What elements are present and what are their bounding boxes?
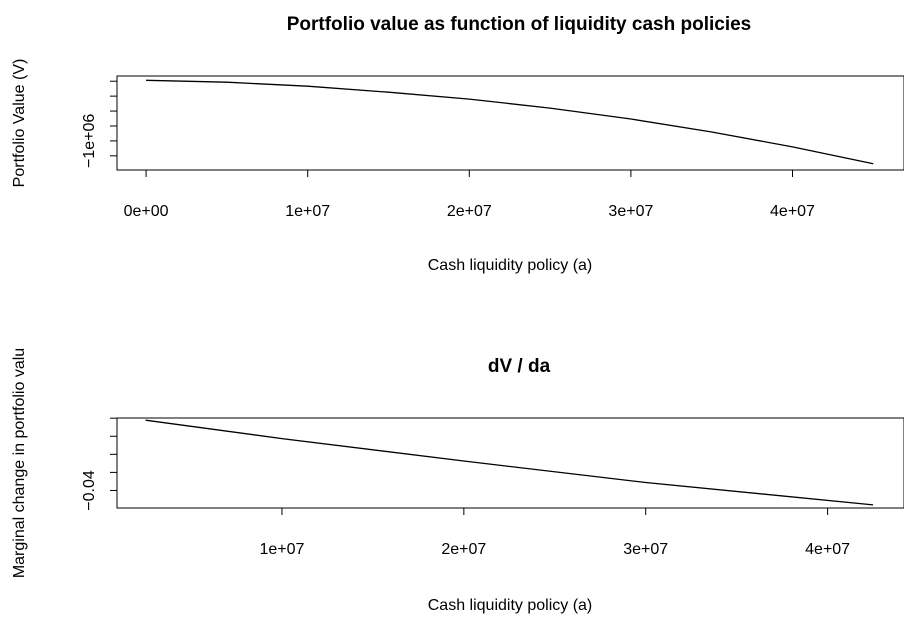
- chart-title: Portfolio value as function of liquidity…: [287, 14, 752, 35]
- plot-box: [116, 417, 904, 509]
- chart-title: dV / da: [488, 356, 551, 377]
- line-series: [145, 419, 874, 506]
- y-axis-label: Portfolio Value (V): [11, 59, 28, 188]
- x-tick-label: 1e+07: [285, 203, 330, 220]
- x-tick-label: 2e+07: [441, 541, 486, 558]
- y-tick-label: −0.04: [81, 470, 98, 511]
- x-tick-label: 4e+07: [770, 203, 815, 220]
- x-axis-label: Cash liquidity policy (a): [428, 257, 593, 274]
- x-tick-label: 3e+07: [608, 203, 653, 220]
- line-series: [146, 79, 874, 165]
- x-tick-label: 2e+07: [447, 203, 492, 220]
- x-tick-label: 4e+07: [805, 541, 850, 558]
- y-tick-label: −1e+06: [81, 114, 98, 168]
- x-tick-label: 3e+07: [623, 541, 668, 558]
- plot-box: [116, 75, 904, 171]
- x-axis-label: Cash liquidity policy (a): [428, 597, 593, 614]
- y-axis-label: Marginal change in portfolio valu: [11, 348, 28, 578]
- x-tick-label: 0e+00: [124, 203, 169, 220]
- x-tick-label: 1e+07: [259, 541, 304, 558]
